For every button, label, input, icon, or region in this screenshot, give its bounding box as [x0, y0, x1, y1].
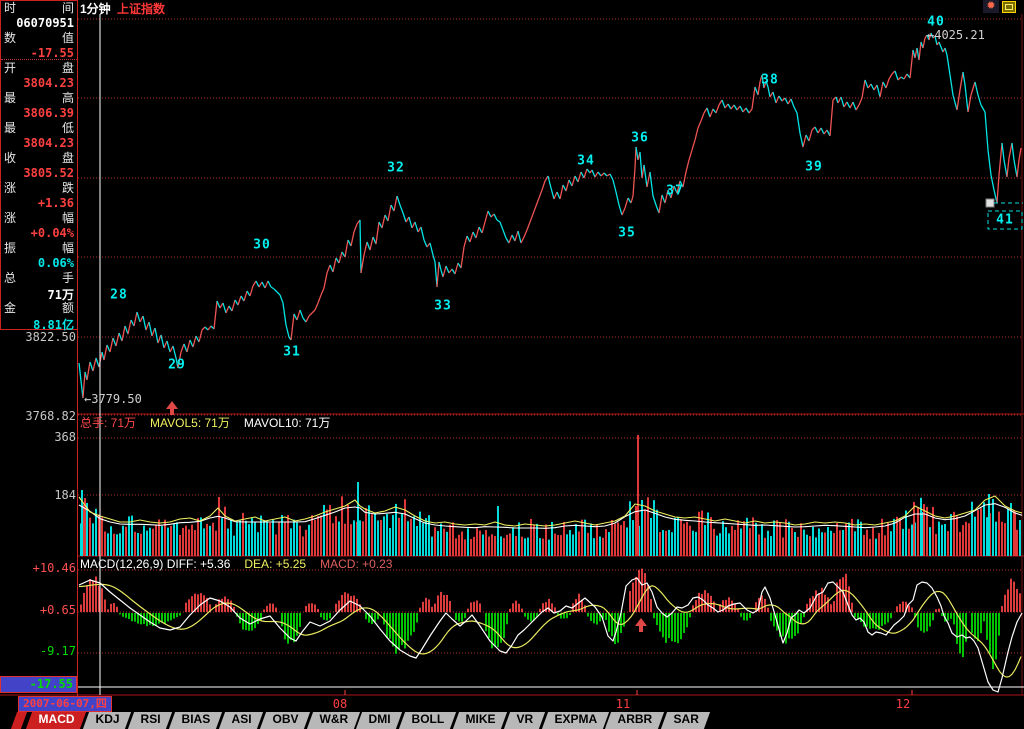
wave-label-35[interactable]: 35 [618, 225, 636, 241]
volume-header-item-1: MAVOL5: 71万 [150, 416, 230, 430]
wave-label-38[interactable]: 38 [761, 72, 779, 88]
quote-value-9: 0.06% [37, 256, 74, 270]
y-axis-label: 3768.82 [25, 409, 76, 423]
quote-label-2: 数值 [4, 31, 74, 45]
volume-header-item-0: 总手: 71万 [80, 416, 137, 430]
tab-vr[interactable]: VR [503, 712, 545, 729]
volume-header-item-2: MAVOL10: 71万 [243, 416, 331, 430]
tab-sar[interactable]: SAR [661, 712, 711, 729]
tab-obv[interactable]: OBV [259, 712, 310, 729]
y-axis-label: 368 [54, 430, 76, 444]
quote-value-3: 3804.23 [23, 76, 74, 90]
quote-label-6: 收盘 [4, 151, 74, 165]
quote-panel: 时间 06070951 数值 -17.55 开盘 3804.23 最高 3806.39 最低 38… [0, 0, 78, 332]
indicator-tab-bar: MACD KDJ RSI BIAS ASI OBV W&R DMI BOLL MIKE VR EXPM… [0, 712, 1024, 729]
wave-label-36[interactable]: 36 [631, 130, 649, 146]
macd-y-axis-label: +0.65 [39, 603, 76, 617]
macd-header-item-2: MACD: +0.23 [320, 557, 393, 571]
wave-label-31[interactable]: 31 [283, 344, 301, 360]
quote-value-10: 71万 [47, 288, 74, 302]
tab-kdj[interactable]: KDJ [82, 712, 132, 729]
macd-header: MACD(12,26,9) DIFF: +5.36 DEA: +5.25 MACD:… [80, 557, 392, 571]
wave-label-30[interactable]: 30 [253, 237, 271, 253]
crosshair-date-badge: 2007-06-07,四 [18, 696, 112, 712]
wave-label-37[interactable]: 37 [666, 183, 684, 199]
quote-value-7: +1.36 [37, 196, 74, 210]
macd-y-axis-label: -9.17 [39, 644, 76, 658]
x-axis-day-label: 08 [332, 697, 348, 711]
quote-value-2: -17.55 [30, 46, 74, 60]
y-axis-label: 3822.50 [25, 330, 76, 344]
quote-label-10: 总手 [4, 271, 74, 285]
quote-value-1: 06070951 [16, 16, 74, 30]
quote-label-5: 最低 [4, 121, 74, 135]
tab-dmi[interactable]: DMI [356, 712, 403, 729]
quote-label-4: 最高 [4, 91, 74, 105]
quote-label-9: 振幅 [4, 241, 74, 255]
tab-rsi[interactable]: RSI [127, 712, 173, 729]
tab-mike[interactable]: MIKE [452, 712, 508, 729]
wave-label-34[interactable]: 34 [577, 153, 595, 169]
quote-value-8: +0.04% [30, 226, 74, 240]
period-label: 1分钟 [80, 2, 111, 16]
tab-expma[interactable]: EXPMA [541, 712, 609, 729]
wave-label-32[interactable]: 32 [387, 160, 405, 176]
burst-icon[interactable]: ✹ [983, 0, 999, 13]
macd-header-item-0: MACD(12,26,9) DIFF: +5.36 [80, 557, 231, 571]
quote-label-8: 涨幅 [4, 211, 74, 225]
x-axis-day-label: 12 [895, 697, 911, 711]
wave-label-39[interactable]: 39 [805, 159, 823, 175]
wave-label-33[interactable]: 33 [434, 298, 452, 314]
x-axis-day-label: 11 [615, 697, 631, 711]
high-annotation: ←4025.21 [927, 28, 985, 42]
crosshair-value-badge: -17.55 [0, 676, 77, 693]
wave-label-41[interactable]: 41 [996, 212, 1014, 228]
maximize-icon[interactable] [1002, 1, 1016, 13]
tab-arbr[interactable]: ARBR [605, 712, 665, 729]
tab-macd[interactable]: MACD [25, 712, 87, 729]
quote-label-3: 开盘 [4, 61, 74, 75]
tab-wr[interactable]: W&R [306, 712, 360, 729]
low-annotation: ←3779.50 [84, 392, 142, 406]
tab-bias[interactable]: BIAS [168, 712, 222, 729]
macd-y-axis-label: +10.46 [32, 561, 76, 575]
wave-label-40[interactable]: 40 [927, 14, 945, 30]
wave-label-28[interactable]: 28 [110, 287, 128, 303]
quote-value-6: 3805.52 [23, 166, 74, 180]
tab-asi[interactable]: ASI [218, 712, 263, 729]
quote-value-5: 3804.23 [23, 136, 74, 150]
tab-bar-edge [10, 712, 28, 729]
quote-label-7: 涨跌 [4, 181, 74, 195]
quote-value-4: 3806.39 [23, 106, 74, 120]
quote-panel-divider [1, 59, 77, 60]
quote-label-11: 金额 [4, 301, 74, 315]
tab-boll[interactable]: BOLL [399, 712, 457, 729]
quote-value-11: 8.81亿 [33, 318, 74, 332]
quote-label-1: 时间 [4, 1, 74, 15]
volume-header: 总手: 71万 MAVOL5: 71万 MAVOL10: 71万 [80, 416, 330, 430]
index-name: 上证指数 [117, 2, 166, 16]
wave-label-29[interactable]: 29 [168, 357, 186, 373]
macd-header-item-1: DEA: +5.25 [244, 557, 307, 571]
y-axis-label: 184 [54, 488, 76, 502]
